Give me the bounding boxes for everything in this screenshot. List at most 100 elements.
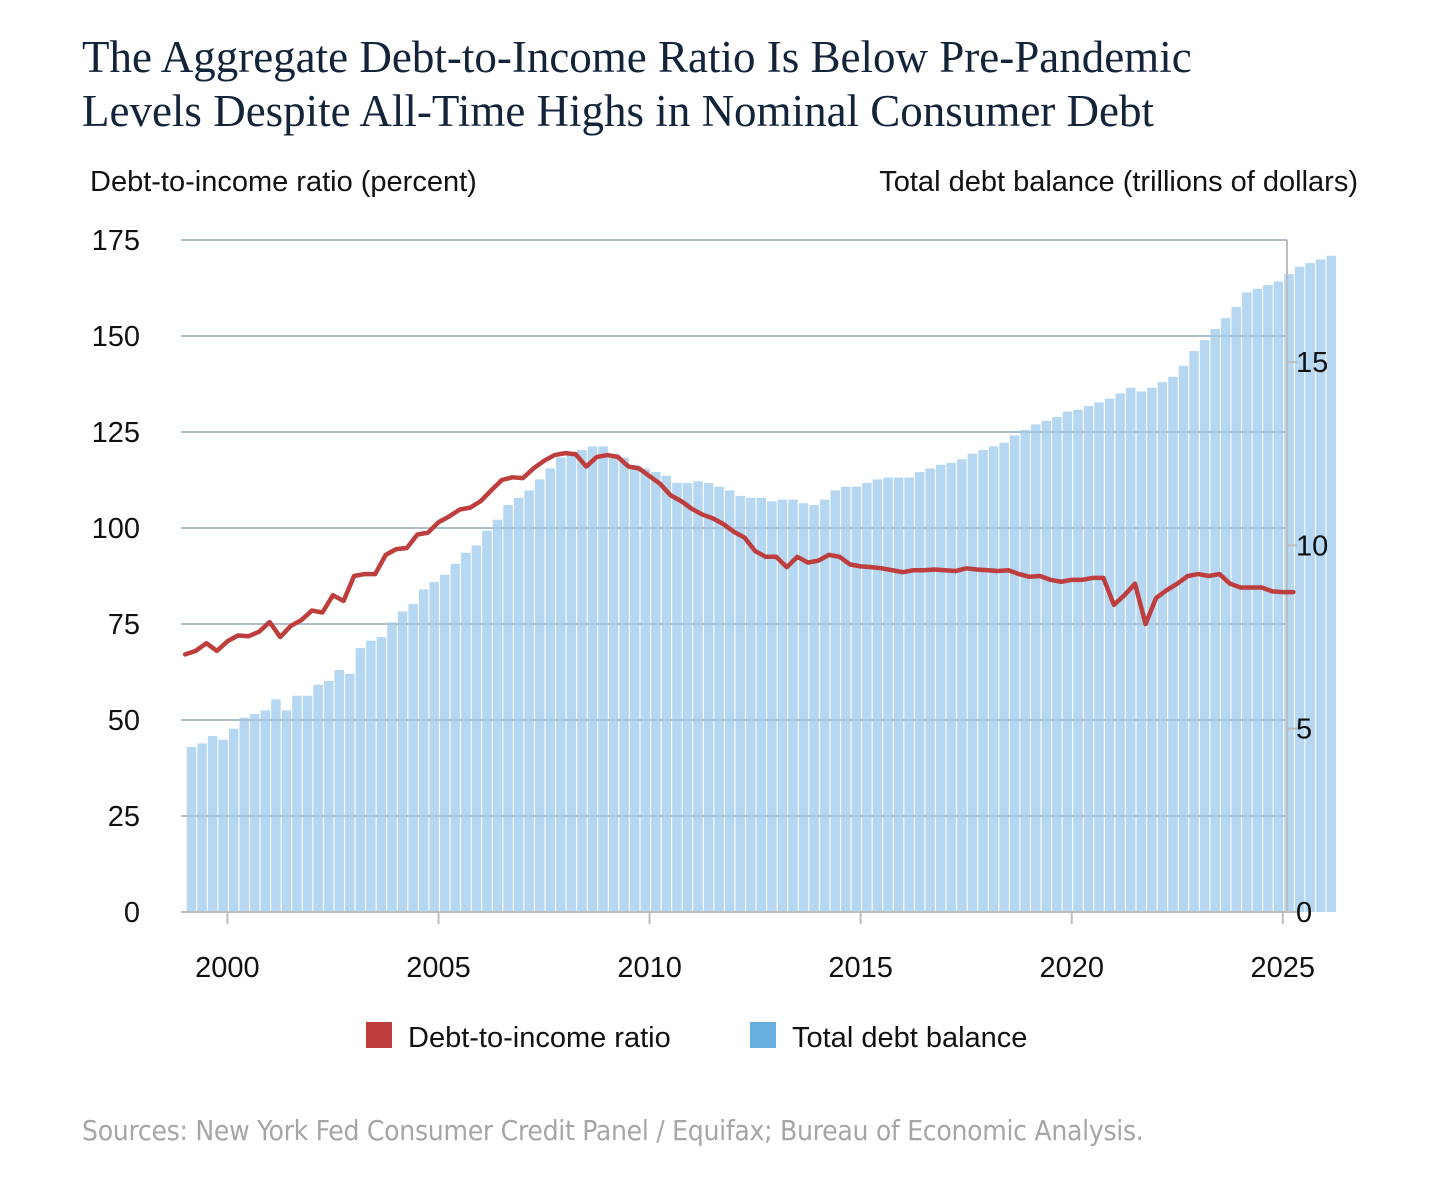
bar — [629, 464, 640, 912]
debt-balance-bars — [181, 239, 1336, 913]
bar — [302, 695, 313, 912]
bar — [250, 714, 260, 912]
bar — [904, 477, 914, 912]
bar — [1326, 255, 1336, 912]
bar — [471, 545, 482, 912]
legend-swatch — [366, 1022, 392, 1048]
bar — [1062, 411, 1073, 912]
bar — [693, 481, 703, 912]
bar — [534, 479, 545, 912]
bar — [260, 710, 271, 912]
bar — [883, 477, 893, 912]
bar — [946, 462, 957, 912]
chart-title: The Aggregate Debt-to-Income Ratio Is Be… — [82, 30, 1402, 138]
legend-item[interactable]: Debt-to-income ratio — [366, 1022, 671, 1054]
legend-item[interactable]: Total debt balance — [750, 1022, 1027, 1054]
bar — [1178, 365, 1189, 912]
axes — [181, 240, 1297, 924]
bar — [1052, 417, 1062, 912]
bar — [292, 695, 302, 912]
bar — [376, 637, 387, 912]
bar — [587, 446, 598, 912]
bar — [682, 483, 693, 912]
bar — [1031, 424, 1041, 912]
bar — [366, 640, 376, 912]
bar — [492, 519, 503, 912]
bar — [313, 684, 323, 912]
bar — [830, 490, 840, 912]
bar — [651, 472, 661, 912]
right-axis-title: Total debt balance (trillions of dollars… — [879, 166, 1358, 198]
bar — [1189, 351, 1199, 913]
bar — [545, 468, 556, 912]
chart-title-line-1: The Aggregate Debt-to-Income Ratio Is Be… — [82, 32, 1192, 82]
bar — [408, 604, 418, 912]
bar — [746, 497, 756, 912]
bar — [1094, 402, 1104, 912]
y-right-tick-label: 15 — [1296, 347, 1328, 379]
bar — [239, 717, 249, 912]
bar — [1315, 259, 1326, 912]
bar — [556, 457, 566, 912]
bar — [197, 743, 207, 912]
bar — [1252, 288, 1263, 912]
bar — [503, 505, 513, 912]
legend[interactable]: Debt-to-income ratio Total debt balance — [366, 1022, 1027, 1054]
bar — [756, 497, 767, 912]
bar — [862, 483, 872, 912]
bar — [1041, 420, 1052, 912]
bar — [1073, 409, 1083, 912]
bar — [281, 710, 292, 912]
bar — [440, 574, 450, 912]
bar — [1009, 435, 1020, 912]
bar — [566, 453, 577, 912]
bar — [1231, 307, 1242, 913]
bar — [1020, 429, 1030, 912]
bar — [967, 453, 978, 912]
y-left-tick-label: 50 — [108, 705, 140, 737]
x-tick-label: 2015 — [828, 952, 893, 984]
y-left-tick-label: 75 — [108, 609, 140, 641]
bar — [1083, 406, 1094, 912]
bar — [345, 673, 355, 912]
y-left-tick-label: 150 — [92, 321, 140, 353]
bar — [429, 582, 439, 912]
bar — [851, 486, 862, 912]
bar — [1125, 387, 1136, 912]
bar — [724, 490, 735, 912]
source-note: Sources: New York Fed Consumer Credit Pa… — [82, 1114, 1144, 1147]
left-axis-title: Debt-to-income ratio (percent) — [90, 166, 477, 198]
bar — [1115, 393, 1125, 912]
bar — [735, 495, 745, 912]
x-tick-label: 2005 — [406, 952, 471, 984]
x-tick-label: 2020 — [1039, 952, 1104, 984]
bar — [872, 479, 883, 912]
bar — [925, 468, 935, 912]
bar — [355, 648, 366, 912]
bar — [1147, 387, 1157, 912]
legend-label: Total debt balance — [792, 1022, 1027, 1054]
bar — [1168, 376, 1178, 912]
y-right-tick-label: 0 — [1296, 897, 1312, 929]
ratio-line-layer — [182, 450, 1296, 657]
bar — [936, 464, 946, 912]
chart-title-line-2: Levels Despite All-Time Highs in Nominal… — [82, 86, 1155, 136]
legend-label: Debt-to-income ratio — [408, 1022, 671, 1054]
bar — [1305, 263, 1315, 913]
bar — [999, 442, 1009, 912]
bar — [577, 450, 587, 912]
bar — [672, 483, 682, 912]
x-tick-label: 2025 — [1251, 952, 1316, 984]
bar — [1157, 382, 1168, 912]
bar — [1263, 285, 1273, 913]
bar — [988, 446, 999, 912]
bar — [841, 486, 851, 912]
tick-labels: 0 25 50 75 100 125 150 175 0 5 10 15 2000 2005 2010 201… — [92, 225, 1329, 984]
bar — [1294, 266, 1305, 912]
bar — [714, 486, 724, 912]
bar — [914, 472, 925, 912]
bar — [450, 563, 461, 912]
bar — [819, 499, 830, 912]
bar — [978, 450, 988, 912]
